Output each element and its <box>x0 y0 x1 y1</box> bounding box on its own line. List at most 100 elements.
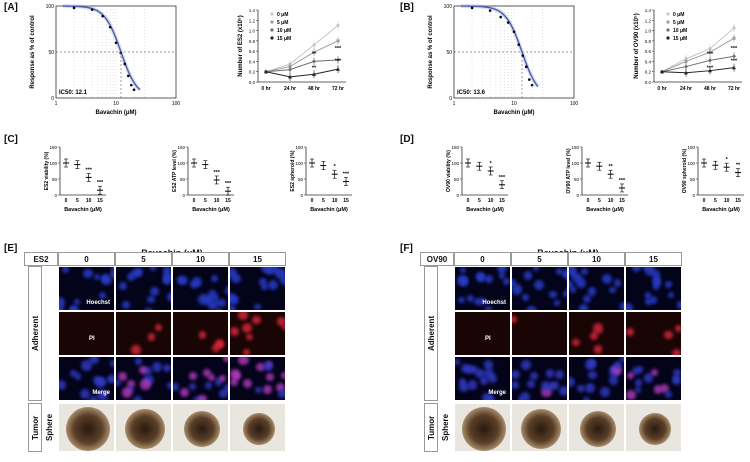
concentration-header: 10 <box>172 252 229 266</box>
nucleus-blob <box>532 267 539 271</box>
micrograph-cell <box>625 311 682 356</box>
nucleus-blob <box>100 274 112 286</box>
nucleus-blob <box>520 360 531 371</box>
nucleus-blob <box>192 327 199 334</box>
chart-c-atp: 0 50 100 150 0 5 *** 10 *** 15 Bavachin (μM) ES2 AT… <box>172 145 234 213</box>
micrograph-cell <box>172 311 229 356</box>
y-tick-label: 0 <box>449 96 452 102</box>
nucleus-blob <box>460 363 471 374</box>
tumor-sphere-cell <box>454 403 511 452</box>
y-tick-label: 0 <box>692 193 695 198</box>
nucleus-blob <box>584 359 596 371</box>
chart-d-spheroid: 0 50 100 150 0 5 * 10 ** 15 Bavachin (μM) OV90 sphe… <box>682 145 744 213</box>
nucleus-blob <box>143 367 152 376</box>
nucleus-blob <box>512 339 516 345</box>
nucleus-blob <box>154 324 162 332</box>
data-point <box>708 68 712 73</box>
micrograph-cell <box>568 311 625 356</box>
x-tick-label: 0 <box>311 198 314 204</box>
data-point <box>101 14 104 18</box>
nucleus-blob <box>472 324 480 332</box>
y-tick-label: 150 <box>687 145 695 150</box>
nucleus-blob <box>89 396 99 400</box>
x-axis-label: Bavachin (μM) <box>310 207 348 213</box>
nucleus-blob <box>62 267 70 273</box>
nucleus-blob <box>496 267 508 274</box>
ic50-annotation: IC50: 12.1 <box>59 90 88 96</box>
x-axis-label: Bavachin (μM) <box>586 207 624 213</box>
nucleus-blob <box>124 336 131 343</box>
nucleus-blob <box>179 387 190 398</box>
nucleus-blob <box>94 273 101 280</box>
y-axis-label: Number of OV90 (x10⁵) <box>634 13 640 79</box>
nucleus-blob <box>475 368 485 379</box>
nucleus-blob <box>495 325 503 333</box>
legend-marker <box>270 12 274 16</box>
nucleus-blob <box>673 375 680 382</box>
nucleus-blob <box>583 314 590 321</box>
x-tick-label: 0 hr <box>261 86 270 92</box>
significance-mark: *** <box>335 46 342 52</box>
nucleus-blob <box>214 378 223 386</box>
nucleus-blob <box>132 396 142 400</box>
concentration-header: 15 <box>229 252 286 266</box>
legend-label: 0 μM <box>673 12 684 18</box>
nucleus-blob <box>643 372 654 383</box>
x-tick-label: 10 <box>488 198 494 204</box>
data-point <box>132 88 136 92</box>
channel-label: Merge <box>488 390 506 396</box>
legend-marker <box>666 12 670 16</box>
micrograph-cell <box>229 311 286 356</box>
x-axis-label: Bavachin (μM) <box>466 207 504 213</box>
nucleus-blob <box>467 380 478 390</box>
y-tick-label: 0.6 <box>645 49 652 54</box>
data-point <box>524 65 528 69</box>
data-point <box>732 65 736 70</box>
x-tick-label: 10 <box>332 198 338 204</box>
concentration-header: 5 <box>115 252 172 266</box>
data-point <box>517 43 521 46</box>
micrograph-cell: Merge <box>454 356 511 401</box>
y-tick-label: 0.4 <box>645 59 652 64</box>
nucleus-blob <box>243 348 251 355</box>
y-tick-label: 0.2 <box>249 70 256 75</box>
nucleus-blob <box>197 293 209 305</box>
nucleus-blob <box>488 373 498 383</box>
y-tick-label: 0 <box>54 193 57 198</box>
nucleus-blob <box>208 373 215 381</box>
nucleus-blob <box>626 328 634 336</box>
nucleus-blob <box>173 383 179 392</box>
legend-label: 15 μM <box>673 36 687 42</box>
nucleus-blob <box>593 344 603 354</box>
nucleus-blob <box>675 338 681 349</box>
nucleus-blob <box>584 383 595 393</box>
data-point <box>684 64 688 69</box>
nucleus-blob <box>108 345 114 353</box>
x-tick-label: 24 hr <box>680 86 692 92</box>
nucleus-blob <box>280 371 285 380</box>
nucleus-blob <box>483 360 493 370</box>
significance-mark: *** <box>619 178 626 184</box>
data-point <box>499 15 502 19</box>
y-tick-label: 50 <box>298 177 304 182</box>
x-tick-label: 15 <box>619 198 625 204</box>
x-tick-label: 0 <box>467 198 470 204</box>
nucleus-blob <box>230 268 238 279</box>
nucleus-blob <box>555 267 564 276</box>
nucleus-blob <box>569 285 577 293</box>
nucleus-blob <box>650 296 658 304</box>
y-tick-label: 0.4 <box>249 59 256 64</box>
nucleus-blob <box>59 317 64 323</box>
y-tick-label: 0.0 <box>645 80 652 85</box>
nucleus-blob <box>59 328 67 336</box>
nucleus-blob <box>517 343 527 353</box>
nucleus-blob <box>121 300 131 310</box>
significance-mark: *** <box>707 66 714 72</box>
significance-mark: ** <box>736 163 741 169</box>
nucleus-blob <box>122 322 131 331</box>
data-point <box>732 26 736 30</box>
spheroid-image <box>638 412 671 445</box>
nucleus-blob <box>255 362 265 372</box>
micrograph-cell: PI <box>58 311 115 356</box>
chart-d-viability: 0 50 100 150 0 5 * 10 *** 15 Bavachin (μM) OV90 via… <box>446 145 508 213</box>
